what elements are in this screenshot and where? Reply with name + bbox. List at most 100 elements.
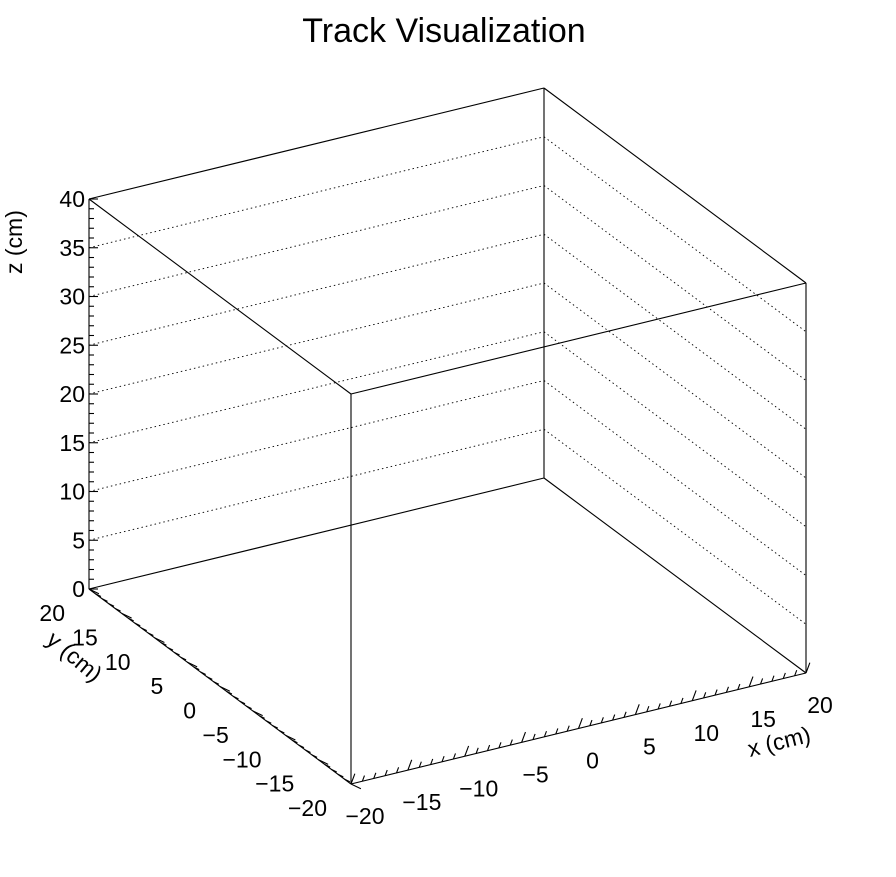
x-tick-label: 10	[693, 720, 719, 746]
y-tick-mark	[265, 720, 272, 724]
y-tick-mark	[272, 725, 279, 729]
z-gridline-right-wall	[543, 233, 807, 430]
y-tick-mark	[344, 778, 351, 783]
z-gridline-right-wall	[543, 380, 807, 576]
y-tick-mark	[128, 617, 134, 622]
y-tick-mark	[252, 710, 263, 717]
x-tick-mark	[691, 690, 697, 701]
y-tick-mark	[324, 764, 331, 768]
x-tick-mark	[555, 728, 559, 735]
y-tick-mark	[278, 729, 285, 734]
box-edge	[88, 87, 545, 200]
z-tick-label: 5	[72, 527, 85, 553]
x-tick-label: 15	[750, 706, 776, 732]
x-tick-mark	[373, 772, 377, 779]
x-tick-label: −10	[459, 775, 498, 801]
box-edge	[350, 282, 807, 395]
z-tick-label: 10	[59, 479, 85, 505]
y-tick-mark	[318, 759, 329, 765]
y-tick-mark	[187, 661, 198, 668]
x-tick-mark	[509, 739, 513, 746]
z-gridline-back-wall	[88, 233, 545, 346]
x-tick-mark	[748, 676, 754, 688]
y-tick-mark	[304, 749, 311, 753]
z-tick-label: 15	[59, 430, 85, 456]
x-tick-mark	[657, 703, 661, 710]
x-tick-mark	[759, 678, 764, 685]
z-tick-label: 20	[59, 381, 85, 407]
y-tick-mark	[180, 656, 187, 661]
x-tick-mark	[612, 714, 616, 721]
y-tick-mark	[350, 783, 362, 790]
tick-labels: 0510152025303540−20−15−10−505101520−20−1…	[39, 186, 832, 829]
x-tick-label: 0	[586, 748, 599, 774]
y-tick-mark	[173, 651, 180, 656]
x-tick-mark	[361, 775, 365, 782]
y-tick-mark	[239, 700, 246, 705]
y-tick-mark	[160, 642, 167, 646]
z-gridline-back-wall	[88, 428, 545, 541]
y-tick-mark	[193, 666, 200, 671]
x-tick-mark	[430, 758, 434, 765]
y-tick-mark	[141, 627, 148, 632]
x-tick-mark	[441, 755, 445, 762]
x-tick-label: 20	[807, 692, 833, 718]
y-tick-label: 20	[39, 600, 65, 626]
x-tick-mark	[577, 717, 583, 729]
x-tick-mark	[680, 697, 684, 704]
y-tick-mark	[147, 632, 154, 636]
x-tick-mark	[464, 745, 470, 757]
y-tick-label: 5	[150, 673, 163, 699]
x-tick-mark	[350, 773, 356, 785]
z-tick-label: 35	[59, 235, 85, 261]
y-tick-mark	[206, 676, 213, 680]
z-tick-label: 25	[59, 332, 85, 358]
x-tick-mark	[407, 759, 413, 771]
y-tick-mark	[245, 705, 252, 710]
z-tick-label: 40	[59, 186, 85, 212]
x-tick-mark	[668, 700, 673, 707]
z-tick-label: 30	[59, 284, 85, 310]
x-tick-mark	[737, 683, 741, 690]
y-tick-mark	[121, 612, 132, 619]
z-gridline-back-wall	[88, 185, 545, 297]
box-edge	[88, 477, 545, 590]
y-tick-mark	[88, 588, 100, 595]
x-tick-mark	[703, 692, 707, 699]
y-tick-label: 15	[72, 624, 98, 650]
z-gridline-right-wall	[543, 136, 807, 333]
chart-title: Track Visualization	[302, 12, 585, 50]
x-tick-label: −20	[345, 803, 384, 829]
y-tick-mark	[259, 715, 265, 719]
box-edge	[88, 198, 352, 395]
y-tick-label: −5	[203, 722, 229, 748]
y-tick-mark	[226, 690, 233, 695]
z-gridline-back-wall	[88, 380, 545, 492]
y-tick-mark	[331, 768, 337, 773]
z-axis-label: z (cm)	[1, 210, 27, 274]
y-tick-mark	[101, 598, 108, 602]
x-tick-mark	[521, 731, 526, 743]
x-tick-mark	[646, 706, 650, 713]
y-tick-mark	[200, 671, 206, 675]
x-tick-mark	[771, 675, 775, 682]
x-tick-mark	[782, 672, 786, 679]
box-edge	[543, 87, 807, 284]
x-tick-mark	[498, 742, 502, 749]
y-tick-mark	[337, 773, 344, 778]
x-tick-label: −5	[523, 761, 549, 787]
x-tick-mark	[543, 730, 547, 738]
x-tick-mark	[395, 767, 400, 774]
grid-layer	[88, 136, 807, 625]
x-tick-mark	[725, 686, 729, 693]
x-tick-mark	[589, 719, 593, 726]
y-tick-mark	[311, 754, 318, 758]
y-tick-mark	[219, 686, 231, 692]
x-tick-mark	[600, 717, 604, 724]
x-tick-mark	[452, 753, 456, 760]
z-gridline-right-wall	[543, 428, 807, 625]
y-tick-label: −20	[288, 795, 327, 821]
box-frame	[88, 87, 807, 785]
